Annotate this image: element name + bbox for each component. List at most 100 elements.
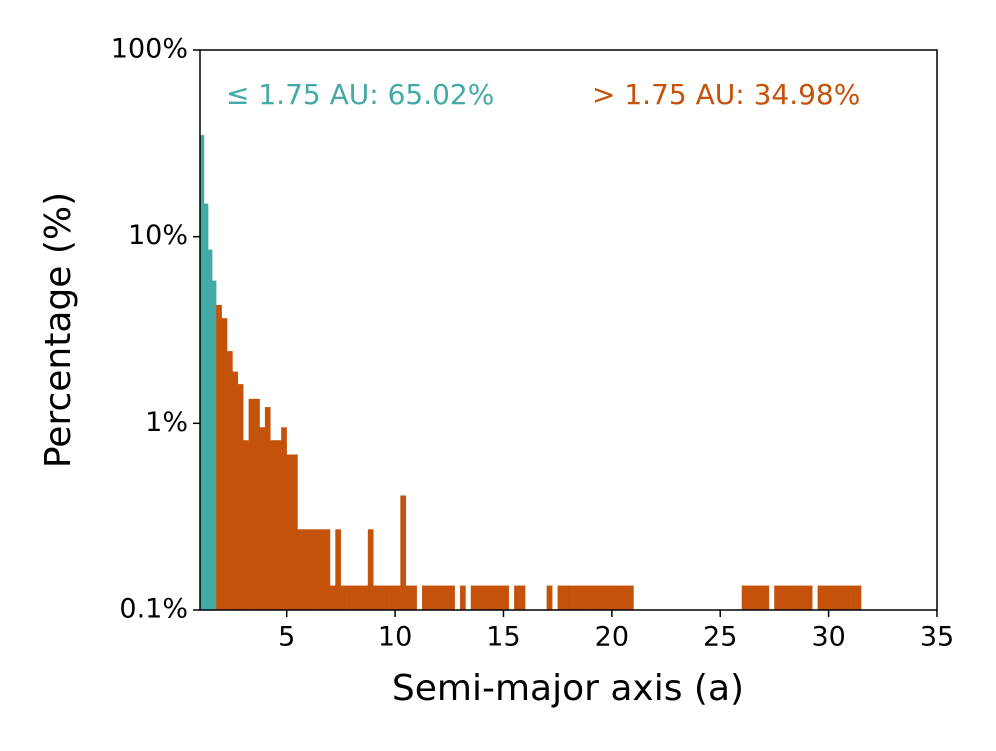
bar (557, 585, 564, 611)
bar (785, 585, 791, 611)
bar (806, 585, 813, 611)
legend-label: ≤ 1.75 AU: 65.02% (226, 78, 494, 111)
bar (405, 585, 412, 611)
bar (297, 529, 304, 611)
bar (492, 585, 499, 611)
x-tick-label: 15 (486, 622, 520, 653)
bar (470, 585, 477, 611)
bar (747, 585, 753, 611)
bar (270, 440, 277, 611)
bar (779, 585, 786, 611)
bar (627, 585, 634, 611)
bar (427, 585, 434, 611)
bar (237, 384, 244, 611)
bar (394, 585, 401, 611)
bar (275, 440, 282, 611)
bar (216, 304, 222, 611)
bar (503, 585, 510, 611)
bar (546, 585, 553, 611)
bar (308, 529, 314, 611)
x-tick-label: 30 (811, 622, 845, 653)
bar (611, 585, 618, 611)
bar (443, 585, 450, 611)
bar (795, 585, 802, 611)
bar (212, 280, 217, 611)
bar (281, 427, 287, 611)
bar (346, 585, 352, 611)
bar (741, 585, 748, 611)
bar (600, 585, 607, 611)
bar (438, 585, 445, 611)
bar (584, 585, 591, 611)
bar (389, 585, 396, 611)
bar (221, 318, 228, 611)
x-tick-label: 10 (378, 622, 412, 653)
bar (519, 585, 526, 611)
bar (817, 585, 824, 611)
plot-frame (199, 49, 938, 611)
bar (232, 371, 239, 611)
y-axis-label: Percentage (%) (38, 192, 79, 468)
bar (590, 585, 596, 611)
bar (226, 351, 233, 611)
bar (850, 585, 856, 611)
y-tick-label: 0.1% (119, 594, 188, 625)
bar (243, 440, 249, 611)
bar (622, 585, 629, 611)
bar (497, 585, 504, 611)
x-tick-label: 35 (920, 622, 954, 653)
bar (324, 529, 331, 611)
bar (313, 529, 320, 611)
bar (400, 495, 407, 611)
bar (291, 454, 298, 611)
bar (432, 585, 439, 611)
bar (254, 398, 260, 611)
bar (839, 585, 846, 611)
bar (329, 585, 336, 611)
x-tick-label: 5 (278, 622, 295, 653)
bar (362, 585, 369, 611)
bar (823, 585, 829, 611)
y-tick-label: 100% (111, 34, 188, 65)
y-tick-label: 1% (145, 407, 188, 438)
bar (763, 585, 770, 611)
bar (801, 585, 808, 611)
bar (476, 585, 482, 611)
legend-label: > 1.75 AU: 34.98% (592, 78, 860, 111)
bar (595, 585, 602, 611)
bar (378, 585, 385, 611)
bar (286, 454, 293, 611)
bar (579, 585, 585, 611)
bar (752, 585, 759, 611)
bar (790, 585, 797, 611)
bar (411, 585, 417, 611)
bar (573, 585, 580, 611)
bar (617, 585, 623, 611)
bar (844, 585, 851, 611)
bar (855, 585, 862, 611)
bar (828, 585, 835, 611)
bar (568, 585, 575, 611)
bar (340, 585, 347, 611)
y-tick-label: 10% (128, 220, 188, 251)
bar (207, 249, 213, 611)
bar (384, 585, 390, 611)
bar (319, 529, 325, 611)
bar (367, 529, 374, 611)
bar (248, 398, 255, 611)
bar (487, 585, 493, 611)
bar (459, 585, 466, 611)
bar (449, 585, 455, 611)
x-tick-label: 25 (703, 622, 737, 653)
bar (481, 585, 488, 611)
bar (833, 585, 840, 611)
bar (302, 529, 309, 611)
x-tick-label: 20 (595, 622, 629, 653)
x-axis-label: Semi-major axis (a) (392, 668, 744, 709)
bar (373, 585, 379, 611)
bar (774, 585, 780, 611)
bar (203, 203, 209, 611)
bar (264, 407, 271, 611)
